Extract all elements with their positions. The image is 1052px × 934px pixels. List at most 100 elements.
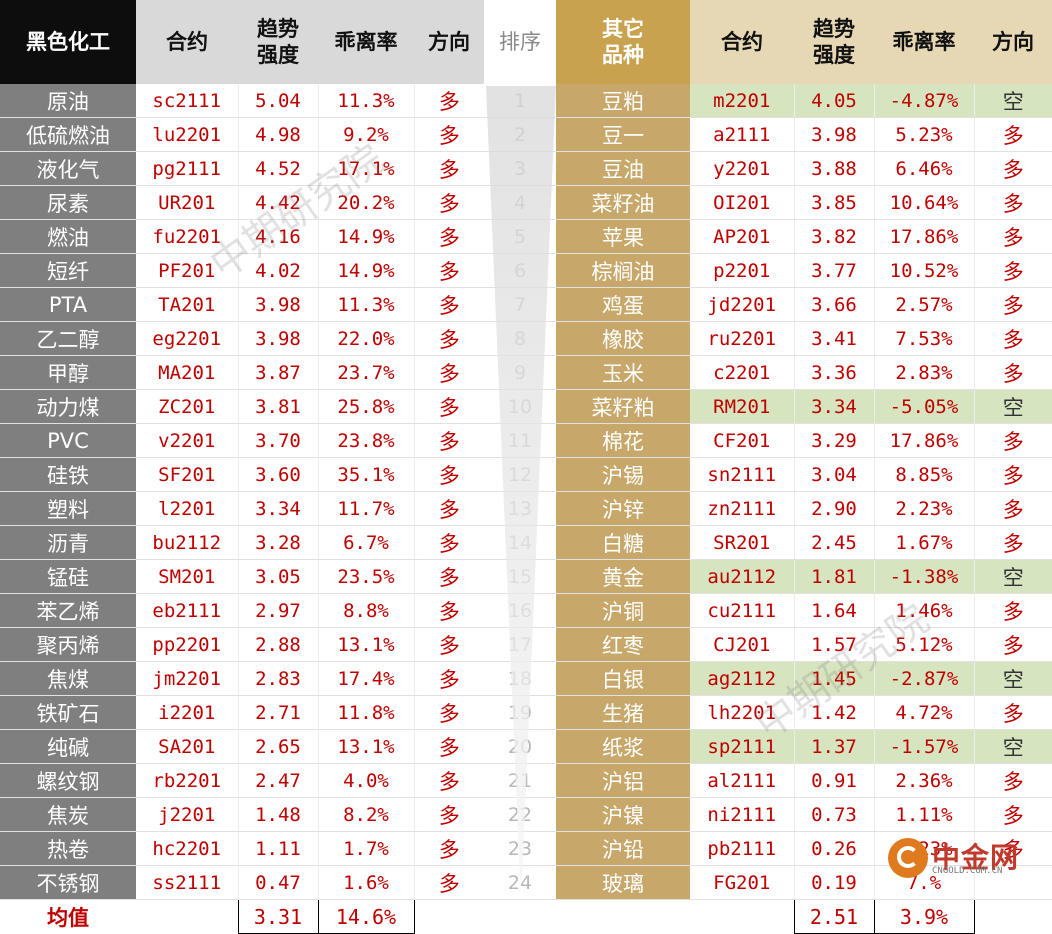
table-row: 纯碱 SA201 2.65 13.1% 多 20 纸浆 sp2111 1.37 -1.57% 空 <box>0 729 1052 764</box>
left-commodity-name: 热卷 <box>0 831 136 866</box>
right-commodity-name: 沪铅 <box>556 831 690 866</box>
right-commodity-name: 沪铝 <box>556 763 690 798</box>
left-commodity-name: 原油 <box>0 84 136 118</box>
right-contract-code: CJ201 <box>690 627 795 662</box>
left-trend-strength: 3.05 <box>238 559 319 594</box>
left-trend-strength: 4.02 <box>238 253 319 288</box>
left-commodity-name: 尿素 <box>0 185 136 220</box>
right-trend-strength: 3.85 <box>794 185 875 220</box>
left-deviation-rate: 1.7% <box>318 831 415 866</box>
right-deviation-rate: 2.83% <box>874 355 975 390</box>
right-average-deviation: 3.9% <box>873 899 975 934</box>
left-deviation-rate: 14.9% <box>318 219 415 254</box>
table-row: PTA TA201 3.98 11.3% 多 7 鸡蛋 jd2201 3.66 2.57% 多 <box>0 287 1052 322</box>
right-direction: 多 <box>974 525 1052 560</box>
left-average-deviation: 14.6% <box>317 899 415 934</box>
right-contract-code: p2201 <box>690 253 795 288</box>
right-direction: 多 <box>974 355 1052 390</box>
left-commodity-name: 短纤 <box>0 253 136 288</box>
table-row: 焦煤 jm2201 2.83 17.4% 多 18 白银 ag2112 1.45 -2.87% 空 <box>0 661 1052 696</box>
left-deviation-rate: 23.5% <box>318 559 415 594</box>
right-trend-strength: 3.66 <box>794 287 875 322</box>
right-deviation-rate: 7.% <box>874 865 975 900</box>
left-trend-strength: 2.97 <box>238 593 319 628</box>
left-commodity-name: 铁矿石 <box>0 695 136 730</box>
rank-number: 8 <box>484 321 556 356</box>
strength-line-2: 强度 <box>813 43 855 67</box>
left-contract-code: hc2201 <box>136 831 239 866</box>
left-trend-strength: 4.98 <box>238 117 319 152</box>
rank-number: 2 <box>484 117 556 152</box>
left-direction: 多 <box>414 287 484 322</box>
right-trend-strength: 0.91 <box>794 763 875 798</box>
rank-number: 12 <box>484 457 556 492</box>
rank-number: 20 <box>484 729 556 764</box>
table-row: 聚丙烯 pp2201 2.88 13.1% 多 17 红枣 CJ201 1.57 5.12% 多 <box>0 627 1052 662</box>
left-trend-strength: 4.42 <box>238 185 319 220</box>
right-contract-code: sp2111 <box>690 729 795 764</box>
right-direction: 多 <box>974 491 1052 526</box>
header-row: 黑色化工 合约 趋势 强度 乖离率 方向 排序 其它 品种 合约 趋势 强度 乖离率 … <box>0 0 1052 84</box>
left-trend-strength: 0.47 <box>238 865 319 900</box>
left-direction: 多 <box>414 525 484 560</box>
left-commodity-name: 纯碱 <box>0 729 136 764</box>
right-deviation-rate: -1.38% <box>874 559 975 594</box>
table-row: 铁矿石 i2201 2.71 11.8% 多 19 生猪 lh2201 1.42 4.72% 多 <box>0 695 1052 730</box>
left-direction: 多 <box>414 151 484 186</box>
table-row: 塑料 l2201 3.34 11.7% 多 13 沪锌 zn2111 2.90 2.23% 多 <box>0 491 1052 526</box>
right-trend-strength: 3.77 <box>794 253 875 288</box>
average-empty <box>484 900 556 934</box>
strength-line-1: 趋势 <box>257 17 299 41</box>
right-deviation-rate: 7.53% <box>874 321 975 356</box>
left-contract-code: ss2111 <box>136 865 239 900</box>
rank-number: 5 <box>484 219 556 254</box>
left-trend-strength: 3.98 <box>238 287 319 322</box>
right-deviation-rate: 2.36% <box>874 763 975 798</box>
right-contract-code: y2201 <box>690 151 795 186</box>
category-line-1: 其它 <box>602 17 644 41</box>
right-contract-code: c2201 <box>690 355 795 390</box>
rank-number: 4 <box>484 185 556 220</box>
right-trend-strength: 3.36 <box>794 355 875 390</box>
rank-number: 23 <box>484 831 556 866</box>
right-direction: 空 <box>974 559 1052 594</box>
table-row: 甲醇 MA201 3.87 23.7% 多 9 玉米 c2201 3.36 2.83% 多 <box>0 355 1052 390</box>
right-contract-code: ru2201 <box>690 321 795 356</box>
left-direction: 多 <box>414 729 484 764</box>
left-contract-code: jm2201 <box>136 661 239 696</box>
left-contract-code: SA201 <box>136 729 239 764</box>
left-commodity-name: 乙二醇 <box>0 321 136 356</box>
right-commodity-name: 沪镍 <box>556 797 690 832</box>
right-deviation-rate: 17.86% <box>874 219 975 254</box>
left-direction: 多 <box>414 559 484 594</box>
right-deviation-rate: 10.52% <box>874 253 975 288</box>
right-commodity-name: 黄金 <box>556 559 690 594</box>
right-trend-strength: 0.73 <box>794 797 875 832</box>
right-deviation-rate: 0.23% <box>874 831 975 866</box>
right-deviation-rate: -5.05% <box>874 389 975 424</box>
left-deviation-rate: 11.3% <box>318 84 415 118</box>
average-label: 均值 <box>47 905 89 930</box>
left-direction: 多 <box>414 423 484 458</box>
right-deviation-rate: 2.57% <box>874 287 975 322</box>
category-line-2: 品种 <box>602 43 644 67</box>
left-deviation-header: 乖离率 <box>318 0 414 84</box>
right-commodity-name: 玻璃 <box>556 865 690 900</box>
right-commodity-name: 豆一 <box>556 117 690 152</box>
left-direction: 多 <box>414 117 484 152</box>
right-contract-code: al2111 <box>690 763 795 798</box>
right-commodity-name: 菜籽油 <box>556 185 690 220</box>
right-trend-strength: 3.34 <box>794 389 875 424</box>
left-deviation-rate: 14.9% <box>318 253 415 288</box>
rank-number: 19 <box>484 695 556 730</box>
right-direction: 空 <box>974 389 1052 424</box>
left-commodity-name: 动力煤 <box>0 389 136 424</box>
right-direction: 多 <box>974 321 1052 356</box>
right-deviation-rate: 10.64% <box>874 185 975 220</box>
left-contract-code: SF201 <box>136 457 239 492</box>
right-trend-strength: 3.98 <box>794 117 875 152</box>
left-contract-code: PF201 <box>136 253 239 288</box>
right-contract-code: ag2112 <box>690 661 795 696</box>
rank-number: 13 <box>484 491 556 526</box>
